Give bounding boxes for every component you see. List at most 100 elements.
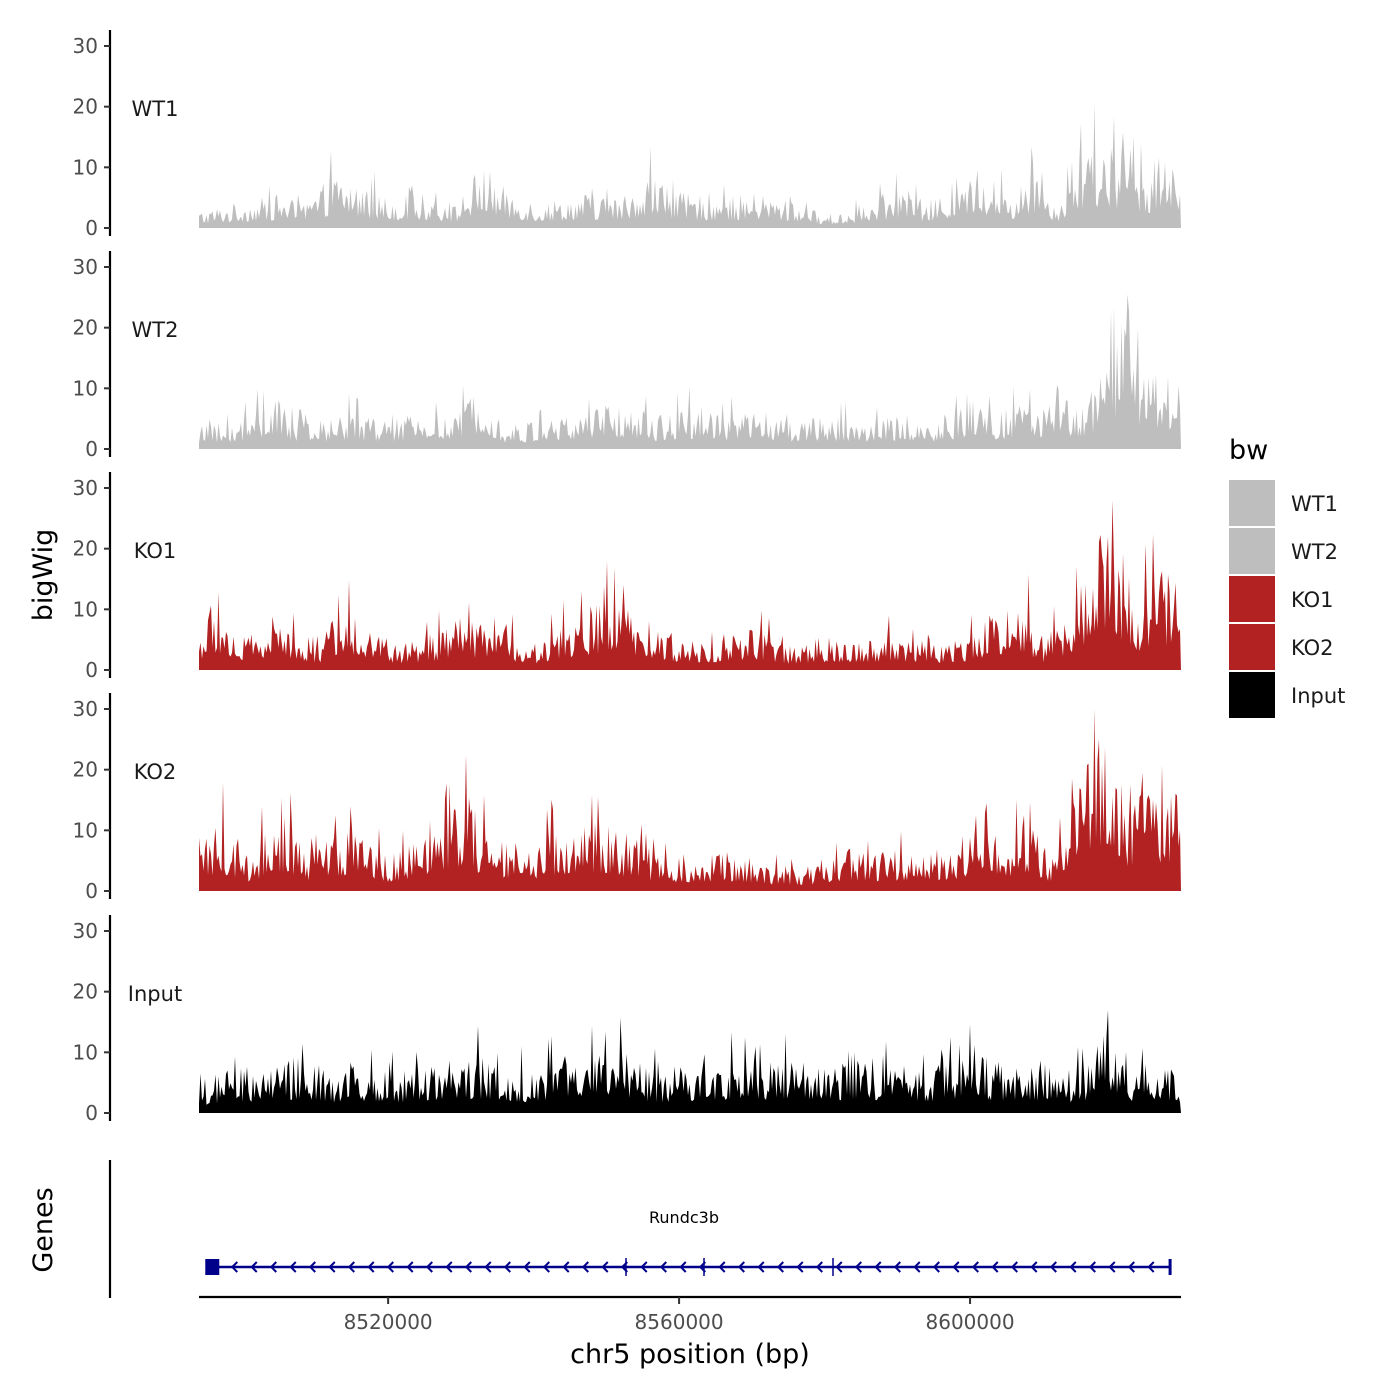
- strand-arrow: [328, 1261, 336, 1273]
- strand-arrow: [269, 1261, 277, 1273]
- strand-arrow: [406, 1261, 414, 1273]
- legend: bw WT1 WT2 KO1 KO2 Input: [1229, 435, 1345, 718]
- track-wt1: 0 10 20 30 WT1: [73, 30, 1181, 240]
- signal-area-ko1: [199, 500, 1181, 670]
- signal-area-wt1: [199, 103, 1181, 228]
- strand-arrow: [698, 1261, 706, 1273]
- strand-arrow: [347, 1261, 355, 1273]
- strand-arrow: [815, 1261, 823, 1273]
- legend-swatch-input: [1229, 672, 1275, 718]
- strand-arrow: [1049, 1261, 1057, 1273]
- strand-arrow: [913, 1261, 921, 1273]
- y-tick-label: 10: [73, 1040, 98, 1064]
- legend-swatch-wt2: [1229, 528, 1275, 574]
- y-tick-label: 20: [73, 316, 98, 340]
- strand-arrow: [445, 1261, 453, 1273]
- y-axis-title: bigWig: [28, 529, 59, 622]
- track-input: 0 10 20 30 Input: [73, 915, 1181, 1125]
- strand-arrow: [659, 1261, 667, 1273]
- y-tick-label: 30: [73, 476, 98, 500]
- track-label: WT2: [132, 318, 179, 342]
- track-ko2: 0 10 20 30 KO2: [73, 693, 1181, 903]
- strand-arrow: [250, 1261, 258, 1273]
- legend-swatch-wt1: [1229, 480, 1275, 526]
- y-tick-label: 10: [73, 376, 98, 400]
- y-tick-label: 0: [85, 879, 98, 903]
- strand-arrow: [542, 1261, 550, 1273]
- y-tick-label: 0: [85, 658, 98, 682]
- track-label: KO2: [134, 760, 177, 784]
- track-ko1: 0 10 20 30 KO1: [73, 472, 1181, 682]
- y-tick-label: 20: [73, 758, 98, 782]
- y-tick-label: 20: [73, 95, 98, 119]
- strand-arrow: [776, 1261, 784, 1273]
- strand-arrow: [854, 1261, 862, 1273]
- strand-arrow: [874, 1261, 882, 1273]
- legend-label-ko2: KO2: [1291, 636, 1334, 660]
- track-wt2: 0 10 20 30 WT2: [73, 251, 1181, 461]
- strand-arrow: [386, 1261, 394, 1273]
- legend-label-ko1: KO1: [1291, 588, 1334, 612]
- legend-title: bw: [1229, 435, 1268, 466]
- strand-arrow: [620, 1261, 628, 1273]
- strand-arrow: [835, 1261, 843, 1273]
- strand-arrow: [581, 1261, 589, 1273]
- signal-area-ko2: [199, 709, 1181, 891]
- strand-arrow: [484, 1261, 492, 1273]
- tracks-group: 0 10 20 30 WT1 0 10 20 30 WT2 0 10 20 30 KO1 0 10 20 30 KO2…: [73, 30, 1181, 1125]
- strand-arrow: [893, 1261, 901, 1273]
- strand-arrow: [1069, 1261, 1077, 1273]
- y-tick-label: 30: [73, 697, 98, 721]
- strand-arrow: [1147, 1261, 1155, 1273]
- signal-area-input: [199, 1009, 1181, 1113]
- strand-arrow: [952, 1261, 960, 1273]
- strand-arrow: [1127, 1261, 1135, 1273]
- strand-arrow: [503, 1261, 511, 1273]
- strand-arrow: [679, 1261, 687, 1273]
- x-axis-title: chr5 position (bp): [570, 1339, 810, 1370]
- strand-arrow: [1108, 1261, 1116, 1273]
- track-label: Input: [128, 982, 182, 1006]
- y-tick-label: 30: [73, 255, 98, 279]
- y-tick-label: 30: [73, 34, 98, 58]
- x-tick-label: 8600000: [926, 1310, 1015, 1334]
- x-tick-label: 8560000: [635, 1310, 724, 1334]
- y-tick-label: 20: [73, 980, 98, 1004]
- strand-arrow: [289, 1261, 297, 1273]
- strand-arrow: [991, 1261, 999, 1273]
- strand-arrow: [523, 1261, 531, 1273]
- y-tick-label: 10: [73, 818, 98, 842]
- y-tick-label: 10: [73, 597, 98, 621]
- strand-arrow: [737, 1261, 745, 1273]
- strand-arrow: [308, 1261, 316, 1273]
- strand-arrow: [718, 1261, 726, 1273]
- strand-arrow: [425, 1261, 433, 1273]
- y-tick-label: 20: [73, 537, 98, 561]
- strand-arrow: [562, 1261, 570, 1273]
- legend-label-wt1: WT1: [1291, 492, 1338, 516]
- y-tick-label: 30: [73, 919, 98, 943]
- strand-arrow: [464, 1261, 472, 1273]
- y-tick-label: 10: [73, 155, 98, 179]
- strand-arrow: [1088, 1261, 1096, 1273]
- strand-arrow: [640, 1261, 648, 1273]
- x-tick-label: 8520000: [344, 1310, 433, 1334]
- signal-area-wt2: [199, 294, 1181, 449]
- genes-axis-title: Genes: [28, 1187, 59, 1272]
- gene-label: Rundc3b: [649, 1208, 719, 1227]
- track-label: WT1: [132, 97, 179, 121]
- y-tick-label: 0: [85, 216, 98, 240]
- legend-label-wt2: WT2: [1291, 540, 1338, 564]
- x-axis: 8520000 8560000 8600000: [199, 1295, 1181, 1334]
- legend-label-input: Input: [1291, 684, 1345, 708]
- track-label: KO1: [134, 539, 177, 563]
- y-tick-label: 0: [85, 437, 98, 461]
- strand-arrow: [971, 1261, 979, 1273]
- y-tick-label: 0: [85, 1101, 98, 1125]
- strand-arrow: [601, 1261, 609, 1273]
- strand-arrow: [1030, 1261, 1038, 1273]
- strand-arrow: [757, 1261, 765, 1273]
- strand-arrow: [932, 1261, 940, 1273]
- legend-swatch-ko1: [1229, 576, 1275, 622]
